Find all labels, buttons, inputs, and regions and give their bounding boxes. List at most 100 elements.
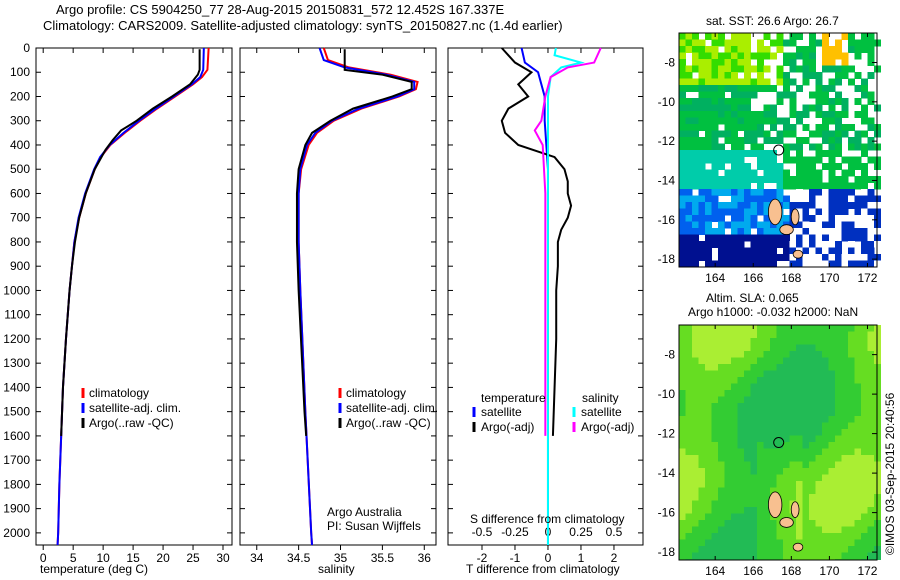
map-cell	[861, 507, 868, 514]
map-cell	[744, 461, 751, 469]
map-cell	[789, 260, 797, 267]
map-cell	[698, 422, 706, 430]
map-cell	[796, 208, 803, 216]
map-cell	[796, 156, 803, 164]
map-cell	[789, 429, 797, 436]
map-cell	[815, 526, 823, 534]
map-cell	[822, 468, 829, 475]
map-cell	[770, 124, 777, 131]
map-cell	[802, 513, 810, 521]
map-cell	[809, 442, 816, 449]
map-cell	[841, 215, 849, 222]
map-cell	[731, 422, 738, 430]
map-cell	[770, 526, 777, 534]
map-cell	[815, 403, 823, 410]
map-cell	[711, 39, 719, 47]
map-cell	[763, 215, 771, 222]
map-cell	[841, 494, 849, 501]
map-cell	[789, 143, 797, 151]
map-cell	[731, 507, 738, 514]
map-cell	[854, 487, 862, 495]
map-cell	[737, 65, 745, 73]
map-cell	[822, 202, 829, 209]
map-cell	[737, 507, 745, 514]
map-cell	[724, 111, 732, 118]
map-cell	[698, 117, 706, 125]
map-cell	[789, 377, 797, 384]
map-cell	[822, 65, 829, 73]
map-cell	[750, 338, 758, 345]
map-cell	[685, 487, 693, 495]
y-tick-label: 800	[10, 235, 30, 249]
map-cell	[789, 325, 797, 332]
map-cell	[731, 533, 738, 540]
map-cell	[848, 409, 855, 417]
map-cell	[757, 351, 764, 358]
y-tick-label: 200	[10, 89, 30, 103]
map-cell	[711, 344, 719, 352]
map-cell	[718, 59, 725, 66]
map-cell	[750, 546, 758, 553]
map-cell	[854, 98, 862, 105]
map-cell	[789, 364, 797, 371]
map-cell	[770, 351, 777, 358]
map-cell	[848, 78, 855, 86]
map-cell	[841, 370, 849, 378]
y-tick-label: 1200	[3, 332, 30, 346]
map-cell	[685, 344, 693, 352]
map-cell	[757, 72, 764, 79]
map-cell	[841, 448, 849, 456]
map-cell	[705, 481, 712, 488]
map-cell	[822, 91, 829, 99]
map-cell	[796, 442, 803, 449]
map-cell	[861, 338, 868, 345]
map-cell	[815, 234, 823, 242]
map-cell	[770, 156, 777, 164]
map-cell	[789, 494, 797, 501]
map-cell	[750, 474, 758, 482]
map-cell	[679, 390, 686, 397]
map-cell	[776, 487, 784, 495]
map-cell	[731, 260, 738, 267]
map-cell	[815, 351, 823, 358]
map-cell	[822, 494, 829, 501]
map-cell	[692, 377, 699, 384]
map-cell	[744, 520, 751, 527]
map-cell	[815, 91, 823, 99]
map-cell	[763, 533, 771, 540]
map-cell	[809, 474, 816, 482]
map-cell	[692, 59, 699, 66]
map-cell	[724, 98, 732, 105]
map-cell	[698, 59, 706, 66]
map-cell	[692, 260, 699, 267]
argo-position-marker	[773, 144, 785, 156]
map-cell	[679, 228, 686, 235]
map-cell	[841, 526, 849, 534]
map-cell	[724, 117, 732, 125]
map-cell	[685, 221, 693, 229]
map-cell	[737, 104, 745, 112]
map-cell	[822, 189, 829, 196]
map-cell	[724, 416, 732, 423]
map-cell	[724, 396, 732, 404]
map-cell	[731, 487, 738, 495]
map-cell	[789, 104, 797, 112]
map-cell	[828, 494, 836, 501]
map-cell	[783, 39, 790, 47]
map-y-tick-label: -8	[664, 55, 675, 69]
map-cell	[835, 331, 842, 339]
map-cell	[737, 520, 745, 527]
map-cell	[776, 513, 784, 521]
map-cell	[802, 500, 810, 508]
map-cell	[789, 533, 797, 540]
map-cell	[848, 546, 855, 553]
map-cell	[809, 377, 816, 384]
legend-label: satellite	[581, 405, 622, 419]
map-cell	[737, 85, 745, 92]
map-cell	[705, 422, 712, 430]
map-cell	[737, 377, 745, 384]
map-cell	[718, 357, 725, 365]
map-cell	[692, 156, 699, 164]
map-cell	[744, 403, 751, 410]
map-cell	[731, 65, 738, 73]
